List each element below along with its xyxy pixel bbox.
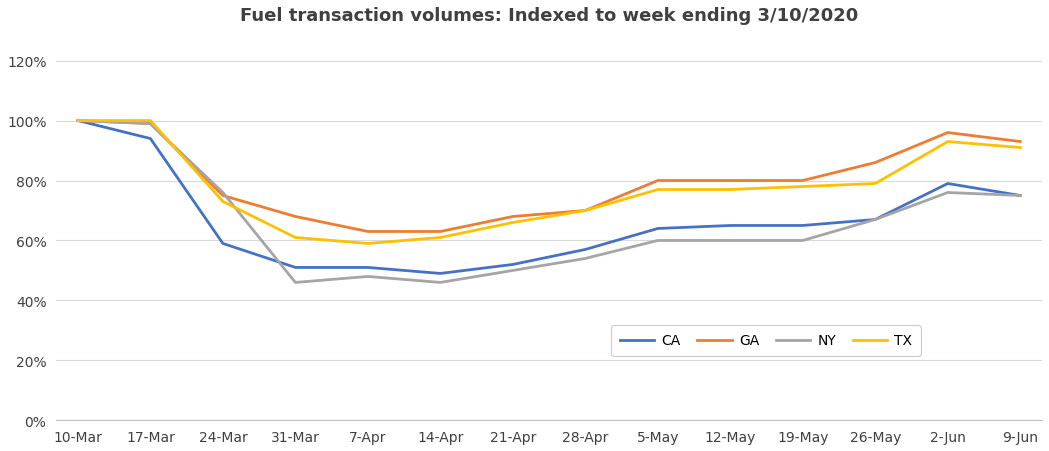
CA	[579, 247, 592, 253]
GA	[651, 179, 664, 184]
TX	[941, 139, 954, 145]
CA	[507, 262, 519, 267]
CA	[796, 223, 809, 229]
Line: GA: GA	[78, 121, 1021, 232]
TX	[71, 119, 84, 124]
TX	[216, 199, 229, 205]
TX	[651, 187, 664, 193]
GA	[796, 179, 809, 184]
GA	[507, 214, 519, 220]
CA	[144, 137, 156, 142]
CA	[290, 265, 302, 271]
GA	[290, 214, 302, 220]
Line: CA: CA	[78, 121, 1021, 274]
TX	[362, 241, 374, 247]
NY	[216, 190, 229, 196]
GA	[362, 229, 374, 235]
Legend: CA, GA, NY, TX: CA, GA, NY, TX	[612, 326, 921, 356]
TX	[434, 235, 447, 241]
NY	[579, 256, 592, 262]
Line: TX: TX	[78, 121, 1021, 244]
GA	[71, 119, 84, 124]
GA	[216, 193, 229, 199]
CA	[941, 181, 954, 187]
NY	[1014, 193, 1027, 199]
NY	[71, 119, 84, 124]
GA	[724, 179, 736, 184]
TX	[869, 181, 881, 187]
TX	[1014, 146, 1027, 151]
GA	[434, 229, 447, 235]
GA	[144, 122, 156, 127]
TX	[507, 220, 519, 226]
GA	[869, 161, 881, 166]
NY	[724, 238, 736, 244]
TX	[579, 208, 592, 214]
CA	[1014, 193, 1027, 199]
NY	[651, 238, 664, 244]
CA	[71, 119, 84, 124]
NY	[362, 274, 374, 280]
Line: NY: NY	[78, 121, 1021, 283]
Title: Fuel transaction volumes: Indexed to week ending 3/10/2020: Fuel transaction volumes: Indexed to wee…	[240, 7, 858, 25]
NY	[869, 217, 881, 223]
GA	[579, 208, 592, 214]
CA	[434, 271, 447, 276]
TX	[144, 119, 156, 124]
TX	[724, 187, 736, 193]
NY	[290, 280, 302, 285]
CA	[362, 265, 374, 271]
GA	[941, 130, 954, 136]
NY	[941, 190, 954, 196]
CA	[651, 226, 664, 232]
NY	[434, 280, 447, 285]
GA	[1014, 139, 1027, 145]
TX	[796, 184, 809, 190]
CA	[724, 223, 736, 229]
CA	[216, 241, 229, 247]
NY	[507, 268, 519, 274]
CA	[869, 217, 881, 223]
TX	[290, 235, 302, 241]
NY	[796, 238, 809, 244]
NY	[144, 122, 156, 127]
